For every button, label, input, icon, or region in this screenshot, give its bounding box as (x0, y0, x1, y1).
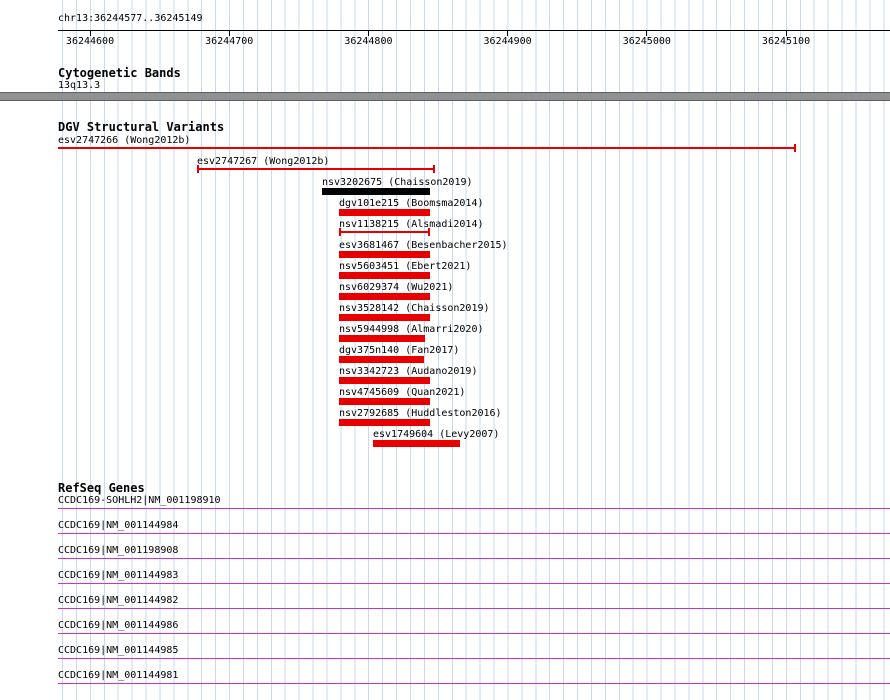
gene-label: CCDC169-SOHLH2|NM_001198910 (58, 495, 221, 506)
variant-bar[interactable] (339, 335, 426, 342)
variant-label: dgv101e215 (Boomsma2014) (339, 198, 484, 209)
variant-label: nsv4745609 (Quan2021) (339, 387, 466, 398)
variant-bar[interactable] (339, 377, 430, 384)
variant-bar[interactable] (339, 356, 425, 363)
ruler-tick (646, 30, 648, 36)
variant-label: esv3681467 (Besenbacher2015) (339, 240, 508, 251)
variant-bar[interactable] (322, 188, 430, 195)
gene-line[interactable] (58, 658, 890, 659)
ruler-tick (785, 30, 787, 36)
track-title-refseq: RefSeq Genes (58, 481, 145, 495)
ruler-tick (367, 30, 369, 36)
cytoband-label: 13q13.3 (58, 80, 101, 91)
variant-label: dgv375n140 (Fan2017) (339, 345, 460, 356)
variant-label: esv2747266 (Wong2012b) (58, 135, 191, 146)
ruler-tick-label: 36244600 (65, 36, 115, 47)
gene-line[interactable] (58, 558, 890, 559)
variant-range-cap (427, 228, 430, 236)
gene-label: CCDC169|NM_001144986 (58, 620, 179, 631)
gene-line[interactable] (58, 633, 890, 634)
variant-label: esv1749604 (Levy2007) (373, 429, 500, 440)
variant-label: nsv3342723 (Audano2019) (339, 366, 478, 377)
variant-bar[interactable] (339, 314, 430, 321)
ruler-tick-label: 36244900 (483, 36, 532, 47)
variant-label: nsv3202675 (Chaisson2019) (322, 177, 473, 188)
ruler-tick (507, 30, 509, 36)
ruler-tick-label: 36245000 (622, 36, 671, 47)
gene-line[interactable] (58, 533, 890, 534)
variant-bar[interactable] (339, 419, 430, 426)
ruler-tick (228, 30, 230, 36)
variant-label: nsv1138215 (Alsmadi2014) (339, 219, 484, 230)
variant-label: esv2747267 (Wong2012b) (197, 156, 330, 167)
variant-range[interactable] (58, 147, 796, 149)
gene-label: CCDC169|NM_001144982 (58, 595, 179, 606)
variant-bar[interactable] (339, 272, 430, 279)
gene-label: CCDC169|NM_001144983 (58, 570, 179, 581)
variant-range-cap (339, 228, 342, 236)
ruler-line (58, 30, 890, 31)
variant-range-cap (197, 165, 200, 173)
variant-range-cap (433, 165, 436, 173)
gene-line[interactable] (58, 608, 890, 609)
variant-label: nsv5603451 (Ebert2021) (339, 261, 472, 272)
gene-label: CCDC169|NM_001198908 (58, 545, 179, 556)
variant-label: nsv5944998 (Almarri2020) (339, 324, 484, 335)
variant-bar[interactable] (339, 209, 430, 216)
gene-line[interactable] (58, 508, 890, 509)
variant-bar[interactable] (339, 251, 430, 258)
gene-label: CCDC169|NM_001144981 (58, 670, 179, 681)
variant-range-cap (793, 144, 796, 152)
variant-bar[interactable] (339, 293, 430, 300)
gene-line[interactable] (58, 683, 890, 684)
gene-label: CCDC169|NM_001144985 (58, 645, 179, 656)
variant-range[interactable] (197, 168, 436, 170)
variant-label: nsv3528142 (Chaisson2019) (339, 303, 490, 314)
gene-line[interactable] (58, 583, 890, 584)
grid-background (62, 0, 890, 700)
ruler-tick-label: 36244700 (205, 36, 254, 47)
region-coordinates: chr13:36244577..36245149 (58, 13, 203, 24)
variant-label: nsv2792685 (Huddleston2016) (339, 408, 502, 419)
ruler-tick-label: 36244800 (344, 36, 393, 47)
variant-bar[interactable] (372, 440, 461, 447)
variant-bar[interactable] (339, 398, 430, 405)
variant-label: nsv6029374 (Wu2021) (339, 282, 454, 293)
gene-label: CCDC169|NM_001144984 (58, 520, 179, 531)
track-title-cytobands: Cytogenetic Bands (58, 66, 181, 80)
variant-range[interactable] (339, 231, 430, 233)
ruler-tick (89, 30, 91, 36)
ruler-tick-label: 36245100 (761, 36, 811, 47)
track-title-dgv: DGV Structural Variants (58, 120, 225, 134)
cytoband-bar (0, 92, 890, 101)
